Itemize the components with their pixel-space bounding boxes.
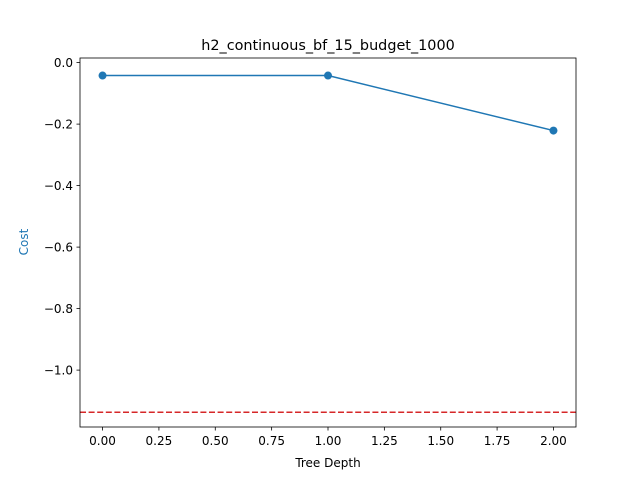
data-point	[98, 71, 107, 80]
x-tick-label: 1.75	[484, 434, 511, 448]
y-tick-label: 0.0	[54, 56, 73, 70]
x-tick-label: 0.00	[89, 434, 116, 448]
x-tick-label: 0.25	[146, 434, 173, 448]
data-point	[324, 71, 332, 80]
axes-frame	[79, 57, 577, 428]
x-tick-label: 1.25	[371, 434, 398, 448]
x-tick-label: 1.50	[427, 434, 454, 448]
y-tick-label: −0.8	[44, 302, 73, 316]
y-tick-label: −0.6	[44, 241, 73, 255]
plot-area: 0.00 0.25 0.50 0.75 1.00 1.25 1.50 1.75 2.00 0.0 −…	[44, 56, 576, 448]
x-axis-label: Tree Depth	[294, 456, 360, 470]
y-tick-label: −1.0	[44, 364, 73, 378]
x-tick-label: 2.00	[540, 434, 567, 448]
data-point	[549, 126, 558, 135]
x-tick-label: 1.00	[315, 434, 342, 448]
y-tick-label: −0.4	[44, 179, 73, 193]
x-tick-label: 0.75	[258, 434, 285, 448]
y-axis-label: Cost	[17, 228, 31, 255]
chart-title: h2_continuous_bf_15_budget_1000	[201, 38, 455, 54]
y-tick-label: −0.2	[44, 118, 73, 132]
x-tick-label: 0.50	[202, 434, 229, 448]
